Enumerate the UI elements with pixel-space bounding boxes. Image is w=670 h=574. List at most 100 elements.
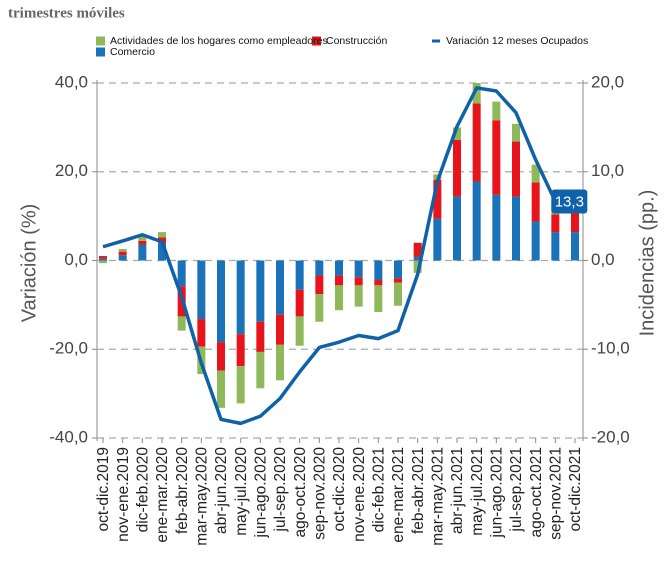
bar-segment — [276, 314, 284, 345]
bar-segment — [512, 141, 520, 197]
y-tick-label: 0,0 — [64, 250, 88, 269]
bar-segment — [374, 285, 383, 312]
y-axis-title: Variación (%) — [18, 204, 40, 323]
x-tick-label: jun-ago.2021 — [488, 447, 505, 539]
bar-segment — [118, 251, 127, 256]
x-tick-label: nov-ene.2019 — [115, 447, 132, 542]
bar-segment — [354, 285, 363, 307]
bar-segment — [453, 127, 461, 140]
x-tick-label: dic-feb.2021 — [370, 447, 387, 532]
bar-segment — [138, 236, 147, 241]
bar-segment — [531, 221, 540, 261]
bar-segment — [217, 342, 225, 371]
bar-segment — [472, 83, 481, 104]
bar-segment — [571, 213, 579, 233]
y-tick-label: 40,0 — [55, 72, 88, 91]
bar-segment — [197, 260, 206, 320]
bar-segment — [217, 260, 225, 343]
bar-segment — [315, 275, 324, 295]
bar-segment — [158, 243, 166, 261]
bar-segment — [276, 260, 284, 315]
bar-segment — [413, 256, 422, 261]
bar-segment — [99, 260, 107, 264]
bar-segment — [295, 316, 304, 346]
bar-segment — [531, 164, 540, 183]
x-tick-label: mar-may.2021 — [429, 447, 446, 546]
bar-segment — [354, 277, 363, 286]
x-tick-label: sep-nov.2020 — [311, 447, 328, 540]
x-tick-label: ene-mar.2020 — [154, 447, 171, 543]
legend-label: Construcción — [326, 35, 387, 47]
bar-segment — [256, 351, 265, 389]
x-tick-label: sep-nov.2021 — [547, 447, 564, 540]
bar-segment — [315, 260, 324, 276]
line — [102, 86, 557, 426]
x-tick-label: abr-jun.2020 — [213, 447, 230, 534]
x-tick-label: may-jul.2021 — [469, 447, 486, 536]
bar-segment — [413, 242, 422, 257]
value-label-box — [551, 189, 588, 214]
x-tick-label: oct-dic.2021 — [567, 447, 584, 531]
bar-segment — [374, 280, 383, 286]
bar-segment — [335, 260, 343, 276]
bar-segment — [217, 370, 225, 408]
bar-segment — [571, 232, 579, 261]
bar-segment — [236, 260, 245, 335]
x-tick-label: jul-sep.2020 — [272, 447, 289, 533]
bar-segment — [315, 294, 324, 322]
y2-tick-label: 0,0 — [591, 250, 615, 269]
y-tick-label: -20,0 — [49, 339, 88, 358]
bar-segment — [551, 232, 560, 261]
bar-segment — [433, 179, 442, 219]
bar-segment — [492, 101, 501, 121]
x-tick-label: ene-mar.2021 — [390, 447, 407, 543]
chart-subtitle: trimestres móviles — [8, 5, 125, 21]
legend-swatch — [312, 36, 321, 46]
bar-segment — [394, 278, 402, 283]
y2-tick-label: 10,0 — [591, 161, 624, 180]
bar-segment — [236, 334, 245, 367]
bar-segment — [295, 260, 304, 290]
bar-segment — [374, 260, 383, 281]
legend-label: Comercio — [110, 46, 155, 58]
y2-tick-label: -20,0 — [591, 427, 630, 446]
bar-segment — [197, 319, 206, 347]
y2-tick-label: -10,0 — [591, 339, 630, 358]
y2-tick-label: 20,0 — [591, 72, 624, 91]
bar-segment — [512, 123, 520, 142]
bar-segment — [472, 181, 481, 261]
bar-segment — [453, 196, 461, 261]
bar-segment — [394, 282, 402, 306]
x-tick-label: dic-feb.2020 — [134, 447, 151, 533]
bar-segment — [99, 258, 107, 261]
bar-segment — [276, 344, 284, 381]
bar-segment — [118, 248, 127, 252]
bar-segment — [177, 316, 186, 331]
bar-segment — [492, 194, 501, 261]
bar-segment — [256, 321, 265, 352]
legend-label: Variación 12 meses Ocupados — [446, 35, 588, 47]
bar-segment — [138, 244, 147, 261]
bar-segment — [158, 232, 166, 238]
x-tick-label: oct-dic.2019 — [95, 447, 112, 531]
bar-segment — [335, 275, 343, 286]
bar-segment — [512, 196, 520, 261]
bar-segment — [256, 260, 265, 322]
value-label: 13,3 — [555, 193, 584, 210]
bar-segment — [472, 103, 481, 182]
x-tick-label: jul-sep.2021 — [508, 447, 525, 532]
bar-segment — [118, 255, 127, 261]
bar-segment — [354, 260, 363, 278]
y2-axis-title: Incidencias (pp.) — [636, 190, 658, 337]
bar-segment — [335, 285, 343, 311]
x-tick-label: jun-ago.2020 — [252, 447, 269, 539]
x-tick-label: ago-oct.2020 — [292, 447, 309, 538]
x-tick-label: feb-abr.2021 — [410, 447, 427, 534]
bar-segment — [236, 366, 245, 404]
bar-segment — [551, 214, 560, 233]
x-tick-label: feb-abr.2020 — [174, 447, 191, 534]
legend-swatch — [96, 36, 105, 46]
bar-segment — [99, 256, 107, 259]
x-tick-label: abr-jun.2021 — [449, 447, 466, 534]
